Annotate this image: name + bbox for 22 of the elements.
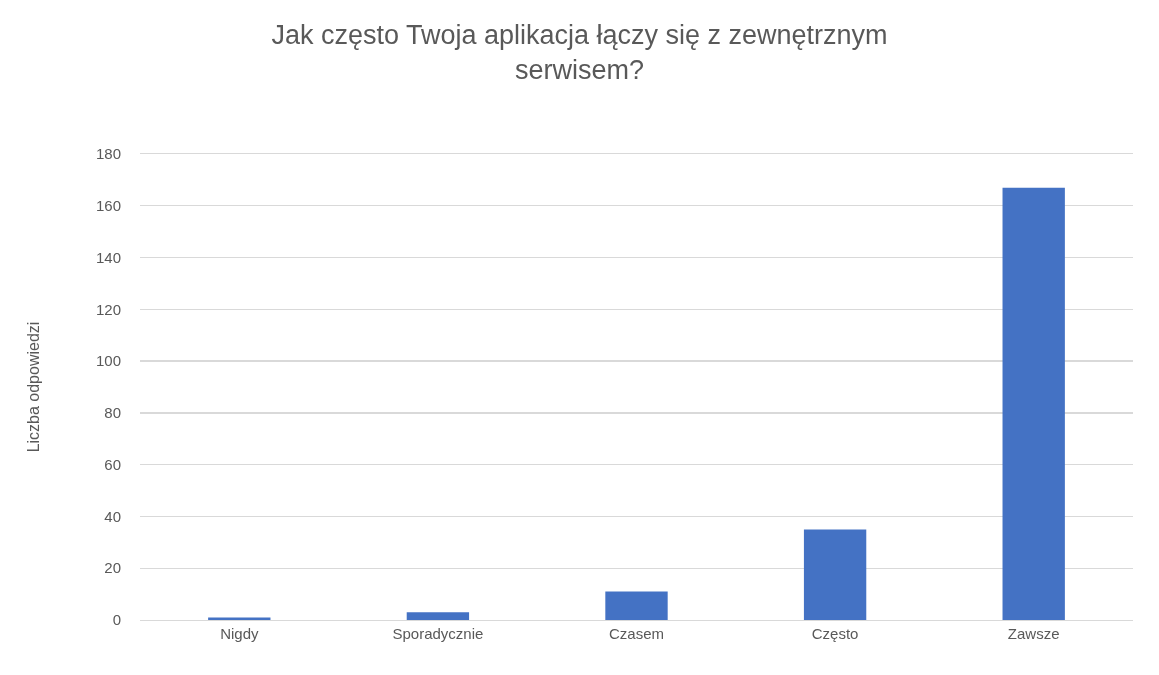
bar: [208, 617, 271, 620]
bar: [406, 612, 470, 620]
y-tick-label: 120: [95, 300, 121, 318]
y-tick-label: 160: [95, 197, 121, 215]
x-tick-label: Zawsze: [1007, 625, 1060, 643]
chart-title: Jak często Twoja aplikacja łączy się z zewnętrznym serwisem?: [271, 19, 888, 85]
y-tick-label: 20: [104, 559, 121, 577]
y-tick-label: 100: [95, 352, 121, 370]
x-tick-label: Czasem: [608, 625, 665, 643]
x-tick-label: Nigdy: [220, 625, 259, 643]
y-tick-label: 180: [95, 145, 121, 163]
bar: [803, 529, 867, 620]
y-axis-title: Liczba odpowiedzi: [24, 321, 42, 453]
y-tick-label: 0: [112, 611, 121, 629]
bar: [1002, 187, 1065, 620]
y-tick-label: 80: [104, 404, 121, 422]
y-tick-label: 40: [104, 507, 121, 525]
x-tick-label: Często: [811, 625, 859, 643]
x-tick-label: Sporadycznie: [392, 625, 484, 643]
y-tick-label: 140: [95, 248, 121, 266]
y-tick-label: 60: [104, 455, 121, 473]
bar: [605, 591, 668, 620]
